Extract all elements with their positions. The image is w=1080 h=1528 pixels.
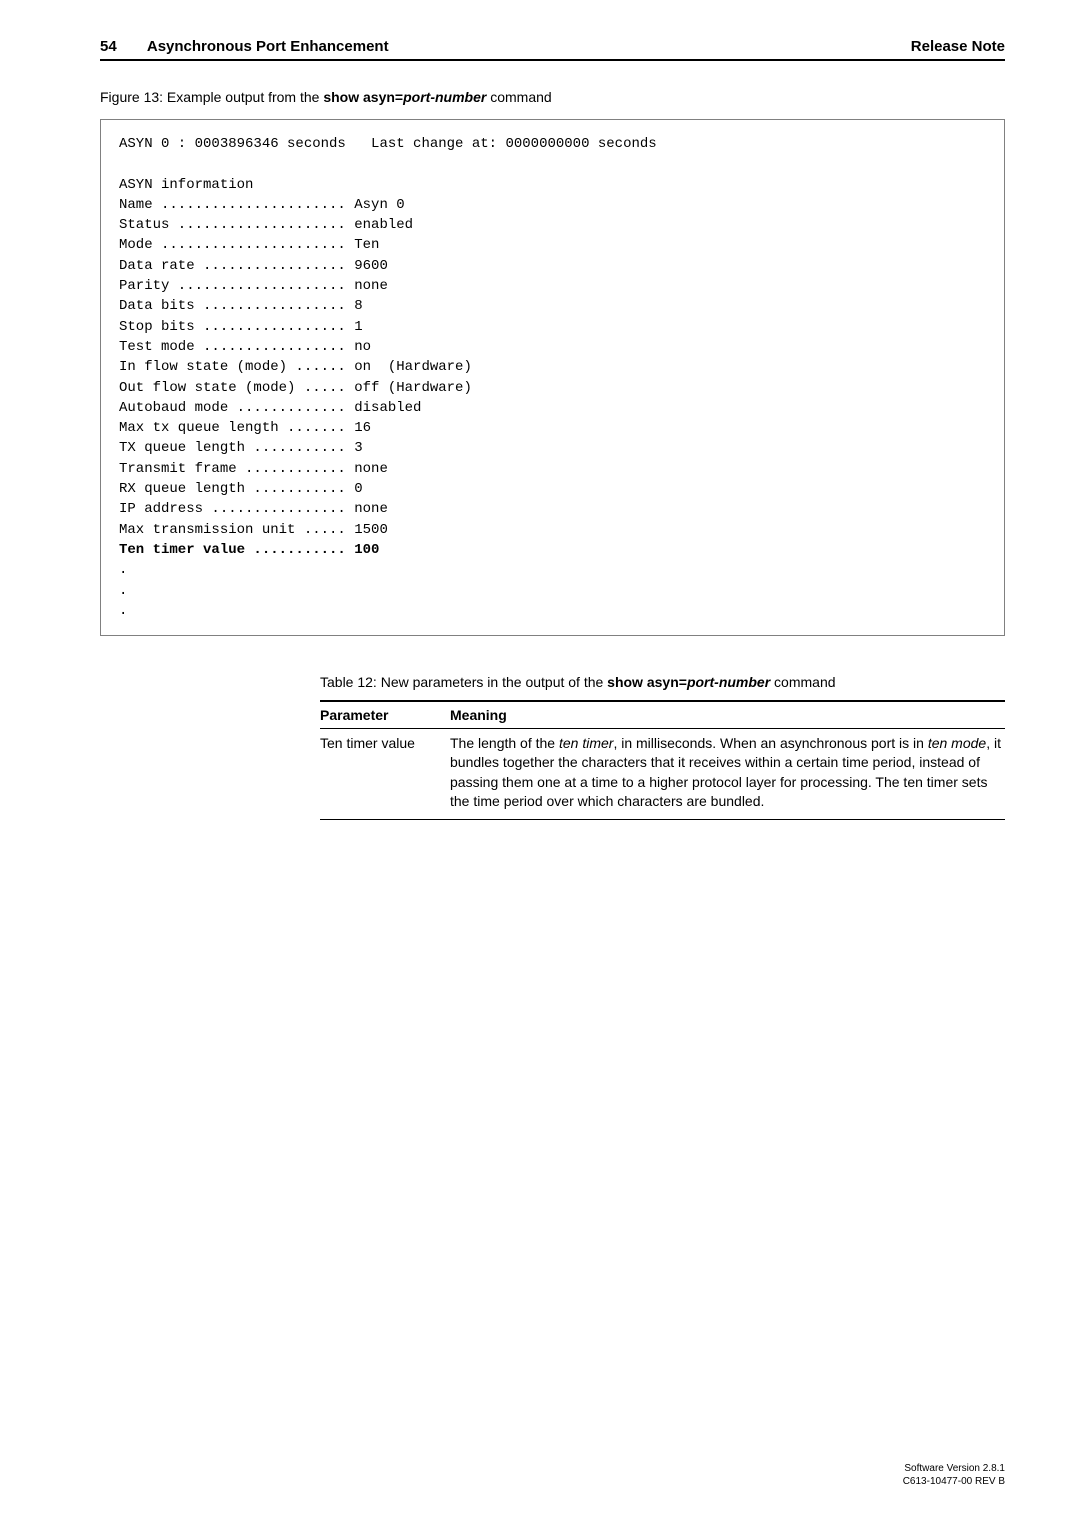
code-line: ASYN 0 : 0003896346 seconds Last change …	[119, 136, 657, 152]
code-line: Name ...................... Asyn 0	[119, 197, 405, 213]
footer-line-2: C613-10477-00 REV B	[903, 1475, 1005, 1488]
code-line: ASYN information	[119, 177, 253, 193]
code-line: RX queue length ........... 0	[119, 481, 363, 497]
code-line: TX queue length ........... 3	[119, 440, 363, 456]
table-caption-prefix: Table 12: New parameters in the output o…	[320, 674, 607, 690]
figure-caption-suffix: command	[486, 89, 551, 105]
table-caption: Table 12: New parameters in the output o…	[320, 674, 1005, 690]
code-line: Test mode ................. no	[119, 339, 371, 355]
page-header: 54 Asynchronous Port Enhancement Release…	[100, 38, 1005, 61]
section-title: Asynchronous Port Enhancement	[147, 38, 389, 55]
meaning-text: , in milliseconds. When an asynchronous …	[613, 735, 927, 751]
parameters-table: Parameter Meaning Ten timer value The le…	[320, 700, 1005, 820]
figure-caption-prefix: Figure 13: Example output from the	[100, 89, 323, 105]
code-line: Stop bits ................. 1	[119, 319, 363, 335]
table-caption-bold: show asyn=	[607, 674, 687, 690]
code-line: .	[119, 583, 127, 599]
table-row: Ten timer value The length of the ten ti…	[320, 729, 1005, 820]
cell-meaning: The length of the ten timer, in millisec…	[450, 729, 1005, 820]
footer-line-1: Software Version 2.8.1	[903, 1462, 1005, 1475]
header-left: 54 Asynchronous Port Enhancement	[100, 38, 389, 55]
code-line: Max tx queue length ....... 16	[119, 420, 371, 436]
meaning-text-italic: ten timer	[559, 735, 613, 751]
table-header-row: Parameter Meaning	[320, 701, 1005, 729]
column-header-meaning: Meaning	[450, 701, 1005, 729]
doc-label: Release Note	[911, 38, 1005, 55]
page-footer: Software Version 2.8.1 C613-10477-00 REV…	[903, 1462, 1005, 1488]
code-line: Out flow state (mode) ..... off (Hardwar…	[119, 380, 472, 396]
code-line: In flow state (mode) ...... on (Hardware…	[119, 359, 472, 375]
code-line: Data rate ................. 9600	[119, 258, 388, 274]
code-line: IP address ................ none	[119, 501, 388, 517]
code-line: Autobaud mode ............. disabled	[119, 400, 421, 416]
code-line: Data bits ................. 8	[119, 298, 363, 314]
code-line: .	[119, 562, 127, 578]
code-output: ASYN 0 : 0003896346 seconds Last change …	[119, 134, 986, 621]
table-caption-suffix: command	[770, 674, 835, 690]
figure-caption-bold-italic: port-number	[403, 89, 486, 105]
code-line: Mode ...................... Ten	[119, 237, 379, 253]
code-line: Status .................... enabled	[119, 217, 413, 233]
code-line-bold: Ten timer value ........... 100	[119, 542, 379, 558]
code-line: .	[119, 603, 127, 619]
figure-caption: Figure 13: Example output from the show …	[100, 89, 1005, 105]
meaning-text-italic: ten mode	[928, 735, 986, 751]
meaning-text: The length of the	[450, 735, 559, 751]
column-header-parameter: Parameter	[320, 701, 450, 729]
code-line: Parity .................... none	[119, 278, 388, 294]
figure-caption-bold: show asyn=	[323, 89, 403, 105]
code-line: Max transmission unit ..... 1500	[119, 522, 388, 538]
cell-parameter: Ten timer value	[320, 729, 450, 820]
code-output-box: ASYN 0 : 0003896346 seconds Last change …	[100, 119, 1005, 636]
page-number: 54	[100, 38, 117, 55]
code-line: Transmit frame ............ none	[119, 461, 388, 477]
table-caption-bold-italic: port-number	[687, 674, 770, 690]
page-container: 54 Asynchronous Port Enhancement Release…	[0, 0, 1080, 1528]
